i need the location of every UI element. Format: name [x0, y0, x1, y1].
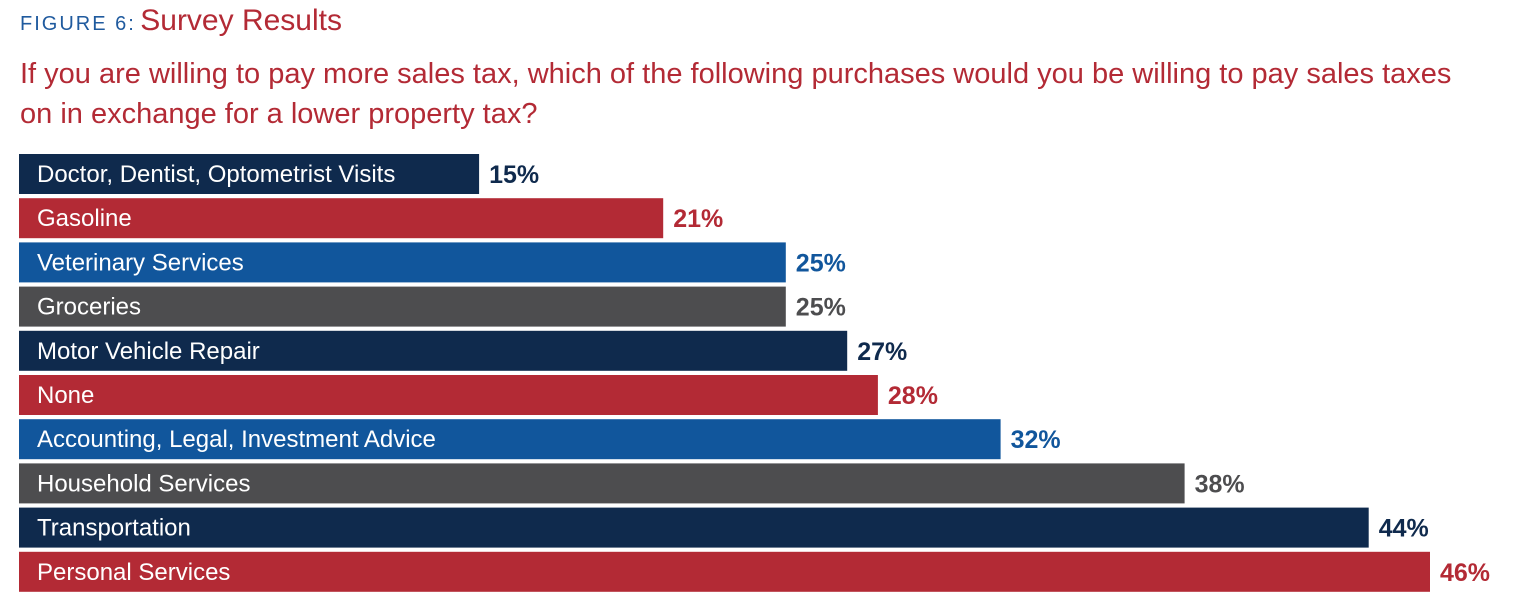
bar-value-label: 28% [888, 382, 938, 410]
bar-category-label: Doctor, Dentist, Optometrist Visits [37, 161, 395, 188]
bar-category-label: Groceries [37, 294, 141, 321]
bar-value-label: 32% [1011, 426, 1061, 454]
bar [19, 375, 878, 415]
bar [19, 198, 664, 239]
bar-value-label: 15% [489, 161, 539, 189]
bar [19, 507, 1369, 548]
bar [19, 419, 1001, 460]
figure-header: FIGURE 6: Survey Results [20, 4, 342, 38]
bar-category-label: Gasoline [37, 205, 132, 232]
bar-value-label: 25% [796, 249, 846, 277]
bar-category-label: Veterinary Services [37, 249, 244, 276]
bar-category-label: Accounting, Legal, Investment Advice [37, 426, 436, 453]
figure-title: Survey Results [140, 4, 342, 37]
bar-category-label: None [37, 382, 94, 409]
bar [19, 463, 1185, 504]
survey-question: If you are willing to pay more sales tax… [20, 58, 1452, 130]
bar-value-label: 21% [673, 205, 723, 233]
bar-value-label: 27% [857, 338, 907, 366]
bar-value-label: 38% [1195, 470, 1245, 498]
bar [19, 286, 786, 327]
bar-category-label: Household Services [37, 470, 250, 497]
bar-category-label: Transportation [37, 515, 191, 542]
bar [19, 330, 848, 371]
bar-category-label: Personal Services [37, 559, 230, 586]
figure-label: FIGURE 6: [20, 13, 136, 35]
bar [19, 551, 1430, 592]
bar-value-label: 25% [796, 294, 846, 322]
bar-category-label: Motor Vehicle Repair [37, 338, 260, 365]
bar [19, 242, 786, 283]
bar [19, 154, 480, 194]
bar-value-label: 46% [1440, 559, 1490, 587]
bar-value-label: 44% [1379, 515, 1429, 543]
